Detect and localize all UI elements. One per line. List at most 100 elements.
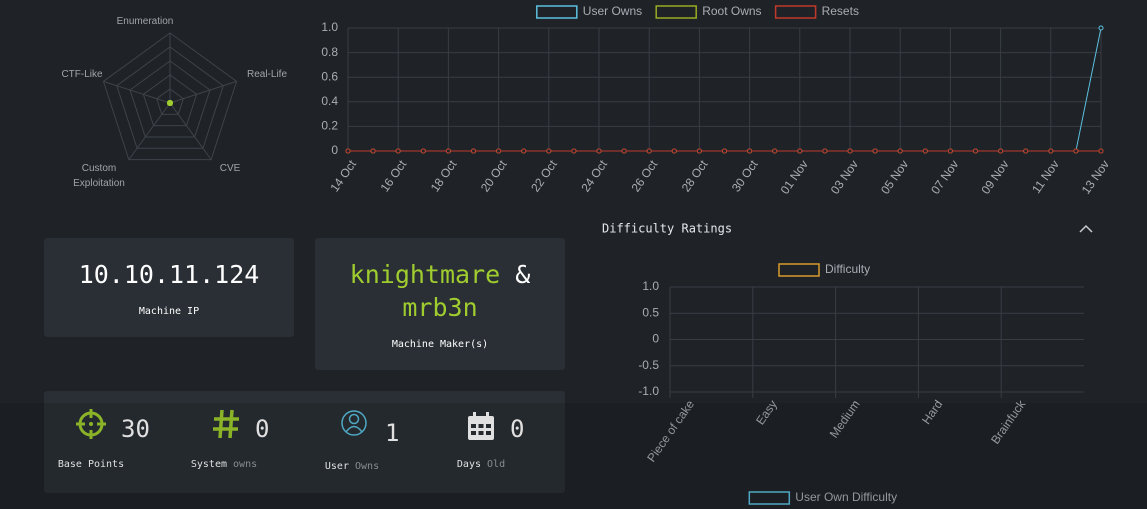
- stat-value: 30: [121, 415, 150, 443]
- series-point: [1098, 148, 1104, 154]
- x-tick-label: 30 Oct: [729, 157, 761, 195]
- series-point: [671, 148, 677, 154]
- legend-label: Root Owns: [702, 4, 761, 18]
- legend-swatch: [655, 5, 697, 19]
- series-point: [897, 148, 903, 154]
- stat-label-suffix: Owns: [355, 461, 380, 472]
- x-tick-label: 01 Nov: [778, 158, 811, 197]
- legend-label: Resets: [822, 4, 859, 18]
- radar-spoke: [128, 102, 171, 160]
- x-tick-label: Medium: [827, 398, 863, 441]
- stat-label-suffix: owns: [233, 459, 258, 470]
- legend-label: User Own Difficulty: [795, 490, 897, 504]
- section-title: Difficulty Ratings: [602, 222, 732, 236]
- maker[interactable]: knightmare: [349, 260, 501, 289]
- series-point: [947, 148, 953, 154]
- legend-label: Difficulty: [825, 262, 870, 276]
- x-tick-label: 18 Oct: [428, 157, 460, 195]
- series-point: [1048, 148, 1054, 154]
- y-tick-label: 0: [652, 332, 659, 346]
- stat: 0 System owns: [174, 391, 294, 491]
- y-tick-label: -0.5: [638, 358, 659, 372]
- stat: 1 User Owns: [304, 391, 424, 491]
- y-tick-label: 1.0: [642, 279, 659, 293]
- stat-label-main: Days: [456, 459, 481, 470]
- radar-label: Custom Exploitation: [73, 163, 125, 189]
- series-point: [1023, 148, 1029, 154]
- y-tick-label: 0.4: [321, 94, 338, 108]
- x-tick-label: 24 Oct: [578, 157, 610, 195]
- radar-label: CTF-Like: [61, 69, 103, 80]
- y-tick-label: 0: [331, 143, 338, 157]
- stat-value: 1: [385, 419, 400, 447]
- series-point: [345, 148, 351, 154]
- makers-line: knightmare &: [315, 260, 565, 289]
- stat-label: Base Points: [57, 459, 125, 470]
- y-tick-label: 0.2: [321, 119, 338, 133]
- series-point: [872, 148, 878, 154]
- series-point: [797, 148, 803, 154]
- series-point: [445, 148, 451, 154]
- series-point: [621, 148, 627, 154]
- radar-ring: [156, 88, 184, 115]
- x-tick-label: Brainfuck: [988, 397, 1029, 447]
- makers-label: Machine Maker(s): [391, 339, 489, 350]
- x-tick-label: 16 Oct: [378, 157, 410, 195]
- series-point: [420, 148, 426, 154]
- y-tick-label: 1.0: [321, 20, 338, 34]
- collapse-chevron[interactable]: [1078, 223, 1094, 235]
- x-tick-label: 26 Oct: [629, 157, 661, 195]
- series-point: [646, 148, 652, 154]
- y-tick-label: -1.0: [638, 384, 659, 398]
- machine-ip-label: Machine IP: [138, 306, 200, 317]
- x-tick-label: Piece of cake: [644, 397, 697, 464]
- x-tick-label: 07 Nov: [928, 158, 961, 197]
- series-point: [521, 148, 527, 154]
- ip-card: 10.10.11.124 Machine IP: [44, 238, 294, 337]
- stat-label-main: User: [324, 461, 349, 472]
- series-point: [696, 148, 702, 154]
- y-tick-label: 0.5: [642, 305, 659, 319]
- stat: 30 Base Points: [44, 391, 164, 491]
- stat-label: System owns: [164, 459, 284, 470]
- series-point: [370, 148, 376, 154]
- legend-label: User Owns: [583, 4, 642, 18]
- maker[interactable]: mrb3n: [402, 293, 478, 322]
- series-point: [471, 148, 476, 154]
- radar-spoke: [169, 102, 212, 160]
- legend-swatch: [748, 491, 791, 505]
- series-point: [496, 148, 502, 154]
- series-point: [998, 148, 1004, 154]
- x-tick-label: 05 Nov: [878, 158, 911, 197]
- series-point: [546, 148, 552, 154]
- stats-card: 30 Base Points 0 System owns 1 User Owns: [44, 391, 565, 493]
- radar-label: Enumeration: [116, 16, 174, 27]
- radar-ring: [129, 60, 211, 138]
- series-point: [722, 148, 727, 154]
- x-tick-label: 22 Oct: [528, 157, 560, 195]
- radar-ring: [116, 46, 224, 149]
- stat-label-suffix: Old: [487, 459, 506, 470]
- series-point: [847, 148, 853, 154]
- makers-joiner: &: [515, 260, 531, 289]
- x-tick-label: 03 Nov: [828, 158, 861, 197]
- series-point: [822, 148, 828, 154]
- user-icon: [341, 410, 367, 436]
- stat: 0 Days Old: [434, 391, 554, 491]
- series-point: [1098, 25, 1104, 31]
- series-point: [772, 148, 778, 154]
- series-point: [596, 148, 602, 154]
- x-tick-label: 28 Oct: [679, 157, 711, 195]
- x-tick-label: 09 Nov: [978, 158, 1011, 197]
- radar-spoke: [169, 80, 237, 104]
- series-point: [1073, 148, 1079, 154]
- stat-label-main: System: [190, 459, 227, 470]
- x-tick-label: 14 Oct: [327, 157, 359, 195]
- series-point: [571, 148, 577, 154]
- series-point: [973, 148, 978, 154]
- calendar-icon: [468, 412, 494, 440]
- radar-label: Real-Life: [246, 69, 288, 80]
- y-tick-label: 0.6: [321, 69, 338, 83]
